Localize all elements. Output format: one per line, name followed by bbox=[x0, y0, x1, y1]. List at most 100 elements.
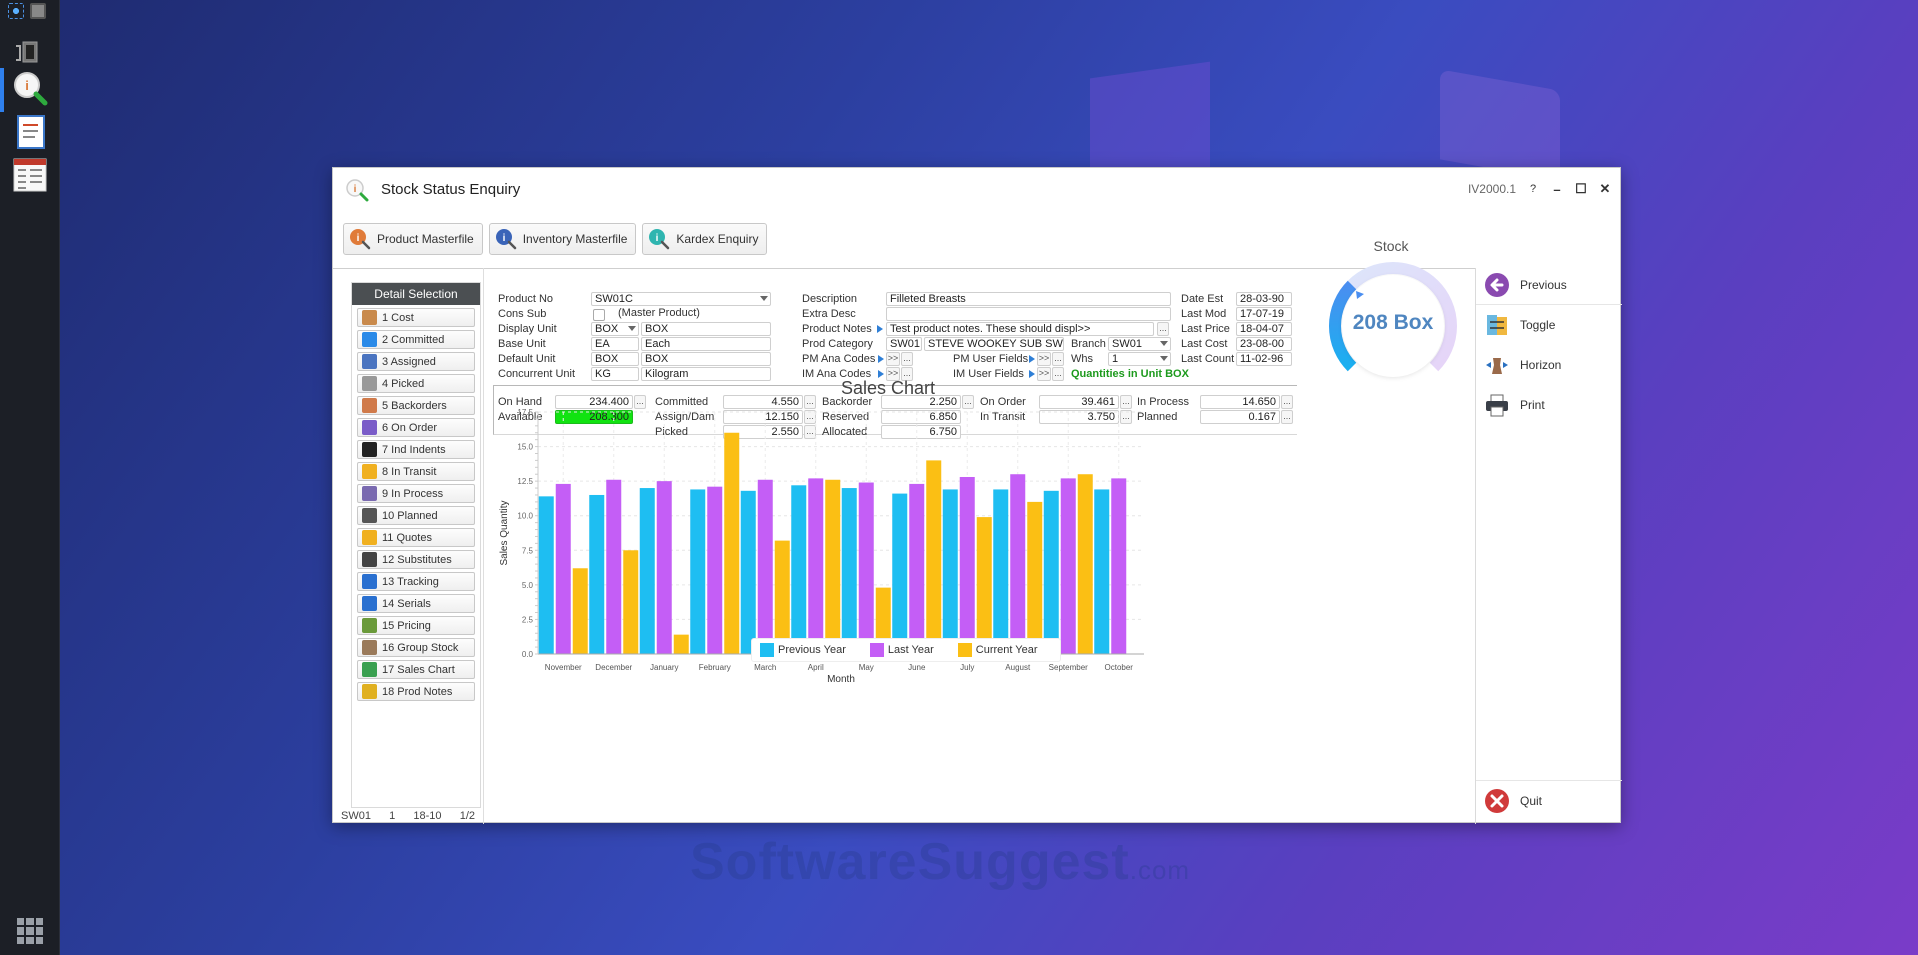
sales-chart: 0.0 2.5 5.0 7.5 10.0 12.5 15.0 17.5 November Dece… bbox=[493, 400, 1323, 730]
list-report-icon[interactable] bbox=[10, 155, 50, 195]
on-order-more-button[interactable]: ... bbox=[1120, 395, 1132, 409]
pm-user-expand-button[interactable]: >> bbox=[1037, 352, 1051, 366]
detail-item-picked[interactable]: 4 Picked bbox=[357, 374, 475, 393]
minimize-button[interactable]: – bbox=[1553, 181, 1561, 197]
im-ana-more-button[interactable]: ... bbox=[901, 367, 913, 381]
on-hand-more-button[interactable]: ... bbox=[634, 395, 646, 409]
detail-item-substitutes[interactable]: 12 Substitutes bbox=[357, 550, 475, 569]
committed-more-button[interactable]: ... bbox=[804, 395, 816, 409]
chart-legend: Previous Year Last Year Current Year bbox=[751, 638, 1061, 662]
base-unit-label: Base Unit bbox=[498, 338, 546, 350]
description-field[interactable]: Filleted Breasts bbox=[886, 292, 1171, 306]
print-button[interactable]: Print bbox=[1484, 392, 1545, 418]
stock-enquiry-icon[interactable]: i bbox=[10, 68, 50, 108]
screen-icon[interactable] bbox=[30, 3, 46, 19]
last-price-label: Last Price bbox=[1181, 323, 1230, 335]
detail-item-label: 11 Quotes bbox=[382, 531, 432, 544]
close-button[interactable]: ✕ bbox=[1599, 181, 1611, 196]
detail-item-ind-indents[interactable]: 7 Ind Indents bbox=[357, 440, 475, 459]
in-transit-label: In Transit bbox=[980, 411, 1026, 423]
branch-select[interactable]: SW01 bbox=[1108, 337, 1171, 351]
remote-desktop-icon[interactable] bbox=[10, 32, 50, 72]
notes-icon bbox=[362, 684, 377, 699]
maximize-button[interactable]: ☐ bbox=[1575, 181, 1587, 196]
detail-item-label: 13 Tracking bbox=[382, 575, 439, 588]
cons-sub-checkbox[interactable] bbox=[593, 309, 605, 321]
legend-item[interactable]: Last Year bbox=[869, 643, 934, 657]
product-notes-label: Product Notes bbox=[802, 323, 872, 335]
stock-gauge-title: Stock bbox=[1373, 238, 1409, 254]
backorder-field: 2.250 bbox=[881, 395, 961, 409]
dollar-icon bbox=[362, 310, 377, 325]
detail-item-label: 8 In Transit bbox=[382, 465, 437, 478]
inventory-masterfile-button[interactable]: i Inventory Masterfile bbox=[488, 223, 637, 255]
im-user-expand-button[interactable]: >> bbox=[1037, 367, 1051, 381]
svg-text:17.5: 17.5 bbox=[517, 408, 533, 417]
info-search-icon: i bbox=[495, 228, 517, 250]
detail-item-planned[interactable]: 10 Planned bbox=[357, 506, 475, 525]
backorder-more-button[interactable]: ... bbox=[962, 395, 974, 409]
detail-item-sales-chart[interactable]: 17 Sales Chart bbox=[357, 660, 475, 679]
app-grid-icon[interactable] bbox=[17, 918, 43, 944]
toggle-icon bbox=[1484, 312, 1510, 338]
product-no-select[interactable]: SW01C bbox=[591, 292, 771, 306]
whs-select[interactable]: 1 bbox=[1108, 352, 1171, 366]
detail-item-cost[interactable]: 1 Cost bbox=[357, 308, 475, 327]
network-icon[interactable] bbox=[8, 3, 24, 19]
status-branch: SW01 bbox=[341, 810, 371, 822]
pm-user-more-button[interactable]: ... bbox=[1052, 352, 1064, 366]
im-ana-codes-label: IM Ana Codes bbox=[802, 368, 872, 380]
previous-button[interactable]: Previous bbox=[1484, 272, 1567, 298]
display-unit-select[interactable]: BOX bbox=[591, 322, 639, 336]
svg-text:June: June bbox=[908, 663, 926, 672]
legend-label: Current Year bbox=[975, 644, 1038, 656]
kardex-enquiry-button[interactable]: i Kardex Enquiry bbox=[642, 223, 768, 255]
pm-ana-codes-label: PM Ana Codes bbox=[802, 353, 876, 365]
legend-item[interactable]: Current Year bbox=[957, 643, 1038, 657]
pm-ana-expand-button[interactable]: >> bbox=[886, 352, 900, 366]
product-notes-field[interactable]: Test product notes. These should displ>> bbox=[886, 322, 1154, 336]
assign-dam-more-button[interactable]: ... bbox=[804, 410, 816, 424]
detail-item-label: 15 Pricing bbox=[382, 619, 431, 632]
substitute-icon bbox=[362, 552, 377, 567]
last-cost-label: Last Cost bbox=[1181, 338, 1228, 350]
horizon-button[interactable]: Horizon bbox=[1484, 352, 1561, 378]
concurrent-unit-label: Concurrent Unit bbox=[498, 368, 576, 380]
svg-text:February: February bbox=[699, 663, 731, 672]
detail-item-assigned[interactable]: 3 Assigned bbox=[357, 352, 475, 371]
detail-item-tracking[interactable]: 13 Tracking bbox=[357, 572, 475, 591]
detail-item-pricing[interactable]: 15 Pricing bbox=[357, 616, 475, 635]
chevron-down-icon bbox=[628, 326, 636, 331]
pm-ana-more-button[interactable]: ... bbox=[901, 352, 913, 366]
printer-icon bbox=[1484, 392, 1510, 418]
svg-text:7.5: 7.5 bbox=[522, 546, 534, 555]
product-notes-more-button[interactable]: ... bbox=[1157, 322, 1169, 336]
detail-item-group-stock[interactable]: 16 Group Stock bbox=[357, 638, 475, 657]
product-masterfile-button[interactable]: i Product Masterfile bbox=[343, 223, 483, 255]
action-label: Quit bbox=[1520, 794, 1543, 808]
play-arrow-icon bbox=[1029, 370, 1035, 378]
toggle-button[interactable]: Toggle bbox=[1484, 312, 1555, 338]
detail-item-backorders[interactable]: 5 Backorders bbox=[357, 396, 475, 415]
detail-item-on-order[interactable]: 6 On Order bbox=[357, 418, 475, 437]
detail-item-committed[interactable]: 2 Committed bbox=[357, 330, 475, 349]
last-mod-label: Last Mod bbox=[1181, 308, 1227, 320]
help-button[interactable]: ? bbox=[1529, 183, 1537, 195]
quit-button[interactable]: Quit bbox=[1484, 788, 1542, 814]
detail-item-serials[interactable]: 14 Serials bbox=[357, 594, 475, 613]
detail-item-quotes[interactable]: 11 Quotes bbox=[357, 528, 475, 547]
svg-text:i: i bbox=[656, 233, 659, 244]
im-user-more-button[interactable]: ... bbox=[1052, 367, 1064, 381]
play-arrow-icon bbox=[877, 325, 883, 333]
group-stock-icon bbox=[362, 640, 377, 655]
im-ana-expand-button[interactable]: >> bbox=[886, 367, 900, 381]
in-process-more-button[interactable]: ... bbox=[1281, 395, 1293, 409]
extra-desc-field[interactable] bbox=[886, 307, 1171, 321]
detail-item-in-process[interactable]: 9 In Process bbox=[357, 484, 475, 503]
in-transit-more-button[interactable]: ... bbox=[1120, 410, 1132, 424]
document-icon[interactable] bbox=[10, 112, 50, 152]
planned-more-button[interactable]: ... bbox=[1281, 410, 1293, 424]
detail-item-in-transit[interactable]: 8 In Transit bbox=[357, 462, 475, 481]
legend-item[interactable]: Previous Year bbox=[760, 643, 846, 657]
detail-item-prod-notes[interactable]: 18 Prod Notes bbox=[357, 682, 475, 701]
